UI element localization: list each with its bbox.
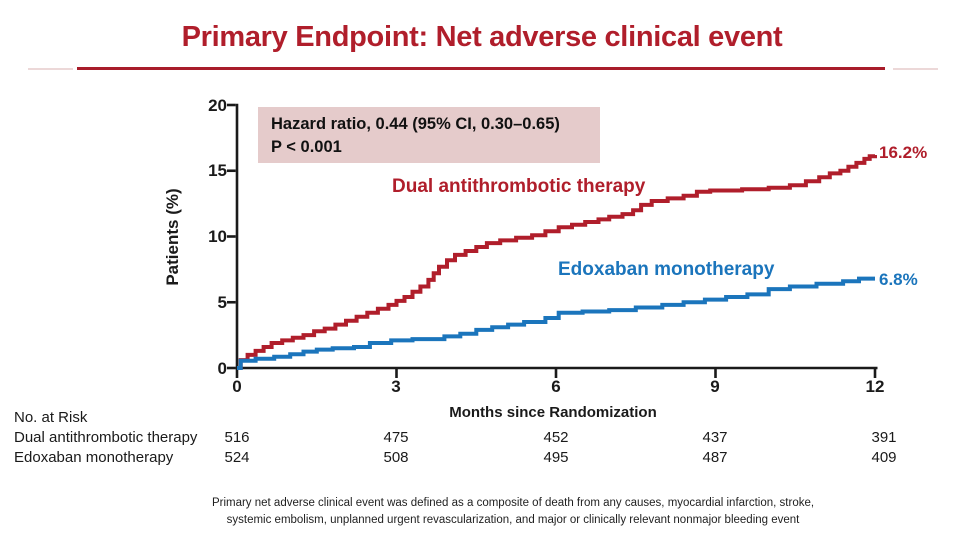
risk-value: 475 [383,429,409,446]
x-tick-3: 3 [391,377,401,396]
y-axis-title: Patients (%) [163,188,182,286]
y-tick-20: 20 [208,96,227,115]
edoxaban-curve [237,276,875,370]
footnote: Primary net adverse clinical event was d… [62,495,964,528]
slide-title: Primary Endpoint: Net adverse clinical e… [181,21,783,53]
risk-value: 391 [871,429,897,446]
dual-therapy-label: Dual antithrombotic therapy [392,176,646,197]
p-value-line: P < 0.001 [271,138,342,156]
title-underline [77,67,885,70]
y-tick-10: 10 [208,227,227,246]
x-tick-9: 9 [710,377,720,396]
axes [227,103,878,378]
edoxaban-label: Edoxaban monotherapy [558,259,775,280]
hazard-ratio-line: Hazard ratio, 0.44 (95% CI, 0.30–0.65) [271,115,560,133]
title-underline-pale-left [28,68,73,70]
title-underline-pale-right [893,68,938,70]
risk-value: 524 [224,449,250,466]
risk-table-title: No. at Risk [14,409,88,426]
x-axis-title: Months since Randomization [449,404,657,421]
dual-therapy-end-value: 16.2% [879,143,928,162]
y-tick-0: 0 [217,359,227,378]
edoxaban-end-value: 6.8% [879,270,918,289]
risk-value: 487 [702,449,728,466]
risk-value: 409 [871,449,897,466]
y-tick-15: 15 [208,161,227,180]
footnote-line-1: Primary net adverse clinical event was d… [211,497,815,509]
risk-value: 452 [543,429,569,446]
risk-row-label: Dual antithrombotic therapy [14,429,198,446]
risk-value: 437 [702,429,728,446]
x-tick-0: 0 [232,377,242,396]
risk-value: 495 [543,449,569,466]
risk-value: 508 [383,449,409,466]
y-tick-5: 5 [217,293,227,312]
footnote-line-2: systemic embolism, unplanned urgent reva… [226,513,800,526]
x-tick-6: 6 [551,377,561,396]
dual-therapy-curve [237,154,877,370]
x-tick-12: 12 [865,377,885,396]
risk-value: 516 [224,429,250,446]
hazard-ratio-box: Hazard ratio, 0.44 (95% CI, 0.30–0.65) P… [258,107,600,163]
risk-row-label: Edoxaban monotherapy [14,449,174,466]
